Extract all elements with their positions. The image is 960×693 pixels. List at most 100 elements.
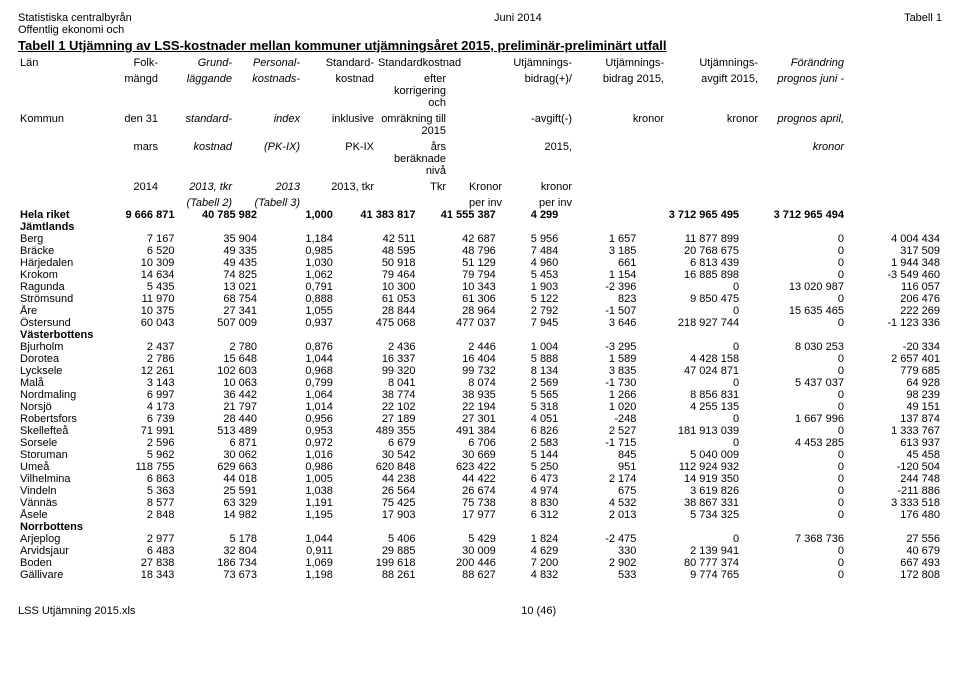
row-value: 8 030 253 [741,341,846,353]
col-head-cell: Kommun [18,113,96,137]
row-value: 4 832 [498,569,560,581]
row-value: 64 928 [846,377,942,389]
row-value: 475 068 [335,317,418,329]
month-label: Juni 2014 [494,12,542,24]
row-value: 5 122 [498,293,560,305]
row-value: 1,184 [259,233,335,245]
row-value: 73 673 [176,569,259,581]
row-value: 4 255 135 [638,401,741,413]
row-value: 0 [741,509,846,521]
row-value: 50 918 [335,257,418,269]
row-value: 0 [741,461,846,473]
row-value: 1,005 [259,473,335,485]
col-head-cell: (Tabell 2) [160,197,234,209]
row-value: 1 266 [560,389,638,401]
row-value: 1 944 348 [846,257,942,269]
row-value: 44 422 [417,473,497,485]
col-head-cell: index [234,113,302,137]
col-head-cell [18,197,96,209]
row-value: -3 549 460 [846,269,942,281]
row-value: 0 [638,533,741,545]
col-head-cell: Utjämnings- [574,57,666,69]
col-head-cell: Grund- [160,57,234,69]
col-head-cell: 2013, tkr [160,181,234,193]
col-head-cell: avgift 2015, [666,73,760,109]
row-value: 22 194 [417,401,497,413]
col-head-cell: kostnads- [234,73,302,109]
row-value: 0,986 [259,461,335,473]
row-value: 38 935 [417,389,497,401]
row-value: 6 520 [105,245,176,257]
row-value: 30 009 [417,545,497,557]
row-value: 112 924 932 [638,461,741,473]
row-label: Bjurholm [18,341,105,353]
row-value: 513 489 [176,425,259,437]
row-value: 533 [560,569,638,581]
row-value: 16 337 [335,353,418,365]
row-value: 4 974 [498,485,560,497]
row-value: 1,198 [259,569,335,581]
row-value: 2 792 [498,305,560,317]
col-head-cell: (PK-IX) [234,141,302,177]
row-value: 0 [638,305,741,317]
row-value: 99 732 [417,365,497,377]
col-head-cell: kronor [574,113,666,137]
row-value: 7 945 [498,317,560,329]
row-value: 1 154 [560,269,638,281]
row-value: 10 309 [105,257,176,269]
row-value: 667 493 [846,557,942,569]
group-header: Norrbottens [18,521,942,533]
row-label: Dorotea [18,353,105,365]
col-head-cell: Folk- [96,57,160,69]
col-head-cell: Län [18,57,96,69]
page-title: Tabell 1 Utjämning av LSS-kostnader mell… [18,38,942,53]
row-value: 3 835 [560,365,638,377]
row-value: 2 437 [105,341,176,353]
row-value: 13 020 987 [741,281,846,293]
row-label: Arjeplog [18,533,105,545]
col-head-cell [18,141,96,177]
row-value: 5 250 [498,461,560,473]
row-value: 7 167 [105,233,176,245]
col-head-cell: 2014 [96,181,160,193]
row-value: 0 [741,257,846,269]
row-value: 28 964 [417,305,497,317]
row-value: 0,876 [259,341,335,353]
row-value: 2 013 [560,509,638,521]
col-head-cell: kronor [760,141,846,177]
row-value: 74 825 [176,269,259,281]
row-value: 3 619 826 [638,485,741,497]
row-value: 5 406 [335,533,418,545]
row-value: 6 706 [417,437,497,449]
row-value: -2 475 [560,533,638,545]
row-value: 0 [638,341,741,353]
row-value: 199 618 [335,557,418,569]
row-value: 30 062 [176,449,259,461]
row-value: 116 057 [846,281,942,293]
row-value: 68 754 [176,293,259,305]
col-head-cell: Förändring [760,57,846,69]
row-value: 6 997 [105,389,176,401]
row-value: 244 748 [846,473,942,485]
row-value: 5 144 [498,449,560,461]
row-value: 18 343 [105,569,176,581]
col-head-cell: bidrag 2015, [574,73,666,109]
row-value: 10 063 [176,377,259,389]
row-value: 0 [638,377,741,389]
row-value: 4 629 [498,545,560,557]
row-value: 620 848 [335,461,418,473]
col-head-cell [448,57,504,69]
row-value: 0,956 [259,413,335,425]
row-value: 6 826 [498,425,560,437]
col-head-cell: kronor [666,113,760,137]
row-value: 14 919 350 [638,473,741,485]
row-value: 9 666 871 [105,209,176,221]
row-value: 2 657 401 [846,353,942,365]
row-value [560,209,638,221]
col-head-cell [666,181,760,193]
row-value: 4 453 285 [741,437,846,449]
row-value: 75 425 [335,497,418,509]
col-head-cell: 2013, tkr [302,181,376,193]
row-value: 5 734 325 [638,509,741,521]
col-head-cell: Utjämnings- [666,57,760,69]
